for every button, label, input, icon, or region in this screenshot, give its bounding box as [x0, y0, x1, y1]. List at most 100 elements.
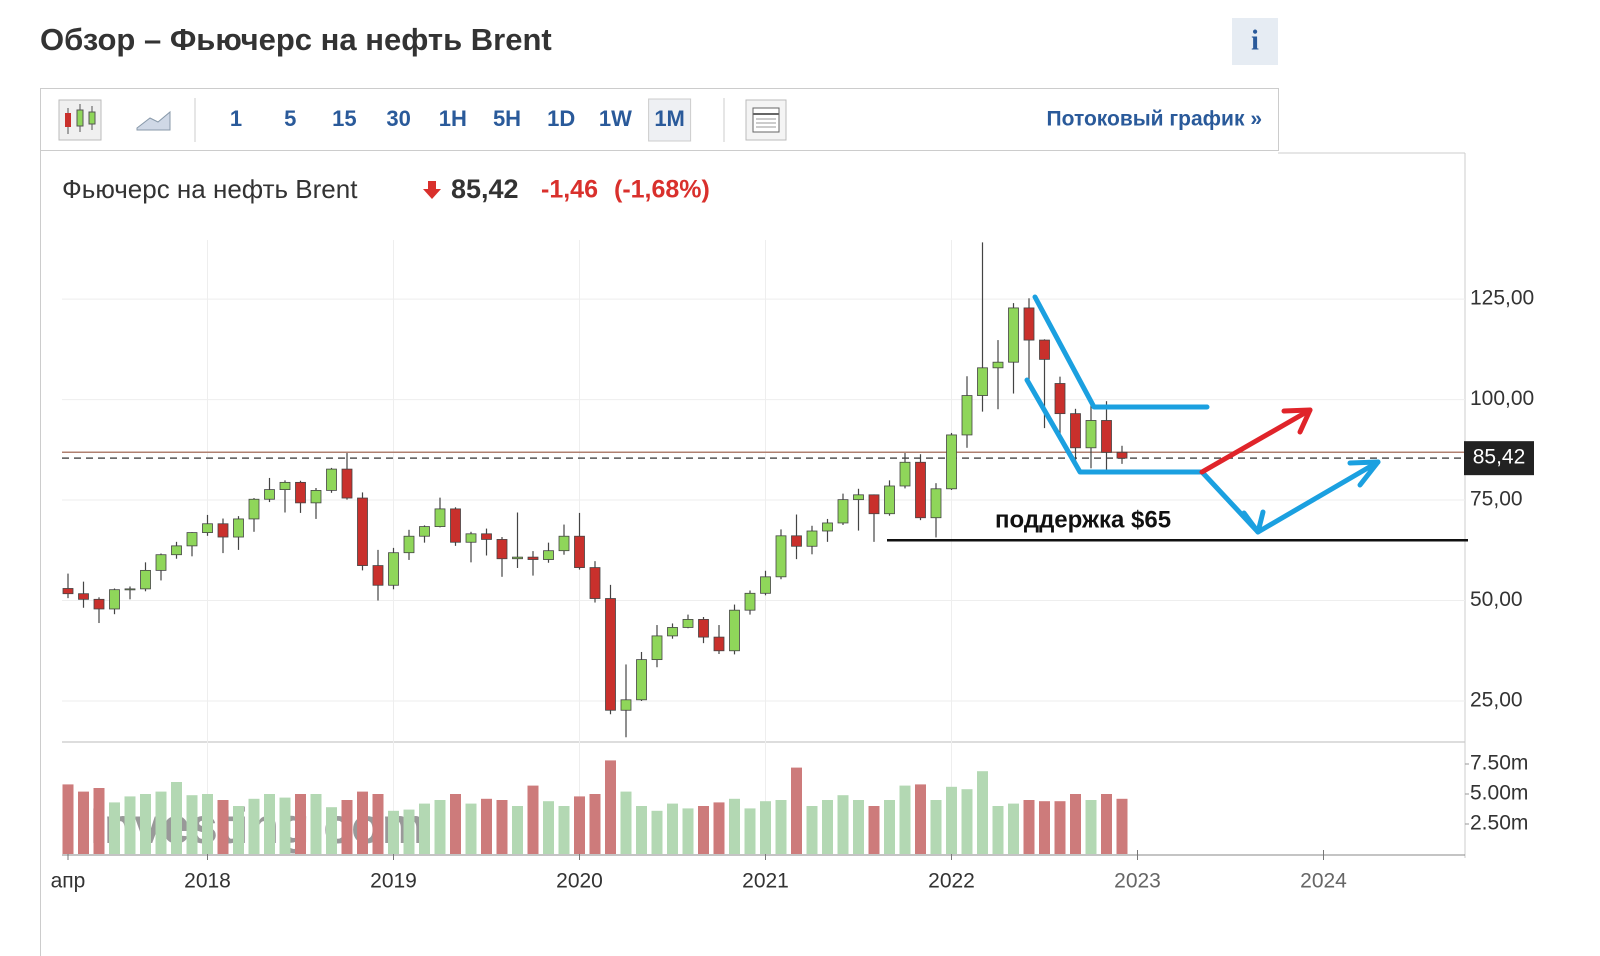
candle-body	[636, 659, 647, 701]
volume-bar	[744, 808, 756, 854]
candle-body	[899, 461, 911, 487]
candle-icon[interactable]	[58, 99, 102, 141]
volume-bar	[1039, 801, 1050, 854]
interval-button[interactable]: 1D	[547, 106, 575, 131]
candle-body	[248, 498, 260, 520]
volume-bar	[217, 800, 229, 854]
volume-bar	[977, 771, 988, 854]
candle-body	[791, 535, 802, 547]
volume-bar	[481, 798, 492, 854]
candle-body	[760, 576, 771, 594]
table-icon[interactable]	[745, 99, 787, 141]
volume-bar	[264, 794, 275, 854]
y-tick-label: 50,00	[1470, 588, 1523, 611]
candle-body	[202, 523, 213, 534]
volume-bar	[1085, 800, 1097, 854]
volume-bar	[620, 791, 632, 854]
red-arrow	[1199, 407, 1313, 475]
volume-bar	[884, 800, 895, 854]
volume-bar	[450, 794, 461, 854]
candle-body	[915, 461, 926, 519]
volume-bar	[186, 795, 198, 854]
volume-bar	[698, 806, 709, 854]
candle-body	[326, 468, 337, 491]
candle-body	[434, 508, 446, 527]
candle-body	[667, 627, 678, 637]
candle-body	[589, 567, 601, 599]
volume-bar	[140, 794, 151, 854]
line-chart-icon[interactable]	[136, 110, 171, 131]
volume-bar	[326, 807, 337, 854]
volume-bar	[543, 801, 554, 854]
stream-link[interactable]: Потоковый график »	[1047, 108, 1262, 131]
x-tick-label: 2020	[556, 870, 603, 893]
candle-body	[729, 609, 740, 652]
interval-button[interactable]: 1H	[439, 106, 467, 131]
change: -1,46	[541, 176, 598, 204]
interval-button[interactable]: 1W	[599, 106, 632, 131]
info-button[interactable]	[1232, 18, 1278, 65]
volume-bar	[775, 800, 787, 854]
volume-bar	[124, 796, 136, 854]
interval-button[interactable]: 1	[230, 106, 242, 131]
info-icon[interactable]: i	[1251, 25, 1259, 56]
volume-bar	[760, 801, 771, 854]
volume-bar	[1116, 798, 1128, 854]
volume-bar	[388, 810, 399, 854]
candle-body	[884, 485, 895, 515]
volume-bar	[682, 808, 694, 854]
down-arrow	[423, 181, 441, 199]
last-price-box-label: 85,42	[1473, 446, 1526, 469]
page-title: Обзор – Фьючерс на нефть Brent	[40, 22, 552, 57]
candle-body	[1039, 339, 1050, 360]
active-interval-bg[interactable]	[648, 98, 692, 142]
candle-body	[295, 481, 306, 504]
volume-bar	[496, 800, 508, 854]
volume-bar	[806, 806, 818, 854]
volume-bar	[837, 795, 849, 854]
volume-bar	[295, 794, 306, 854]
x-tick-label: 2021	[742, 870, 789, 893]
volume-bar	[62, 784, 74, 854]
interval-button[interactable]: 15	[332, 106, 356, 131]
interval-button[interactable]: 1M	[654, 106, 685, 131]
interval-button[interactable]: 5	[284, 106, 296, 131]
arrow-head	[1241, 509, 1266, 535]
volume-bar	[1054, 801, 1066, 854]
interval-button[interactable]: 30	[386, 106, 410, 131]
candle-body	[1085, 420, 1097, 449]
interval-button[interactable]: 5H	[493, 106, 521, 131]
candle-body	[543, 550, 554, 560]
volume-bar	[78, 791, 89, 854]
last-price-box	[1464, 441, 1534, 476]
volume-bar	[930, 800, 942, 854]
volume-bar	[1070, 794, 1081, 854]
candle-body	[279, 481, 291, 490]
x-tick-label: 2023	[1114, 870, 1161, 893]
candle-body	[868, 494, 880, 515]
candle-body	[512, 556, 523, 560]
candle-body	[1054, 383, 1066, 415]
candle-body	[496, 539, 508, 560]
volume-bar	[651, 810, 663, 854]
volume-bar	[636, 806, 647, 854]
volume-bar	[992, 806, 1004, 854]
candle-body	[1070, 413, 1081, 449]
y-tick-label: 100,00	[1470, 387, 1534, 410]
candle-body	[605, 598, 616, 711]
support-label: поддержка $65	[995, 507, 1171, 534]
candle-body	[465, 533, 477, 543]
candle-body	[140, 569, 151, 590]
volume-bar	[403, 809, 415, 854]
last-price: 85,42	[451, 174, 519, 204]
volume-bar	[915, 784, 926, 854]
volume-bar	[1008, 803, 1019, 854]
volume-bar	[171, 782, 182, 854]
candle-body	[1023, 307, 1035, 341]
volume-tick-label: 7.50m	[1470, 752, 1528, 775]
volume-bar	[791, 767, 802, 854]
candle-body	[775, 535, 787, 578]
candle-body	[651, 635, 663, 661]
candle-body	[992, 361, 1004, 369]
